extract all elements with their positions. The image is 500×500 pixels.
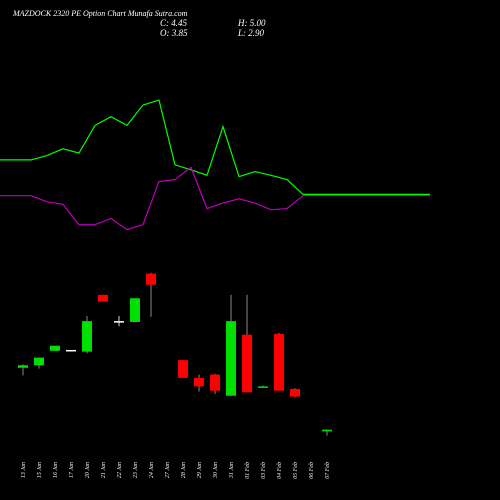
candle [130,298,140,322]
candle [258,385,268,389]
x-tick-label: 20 Jan [85,462,91,478]
candle-body [146,273,156,285]
open-label: O: [160,28,172,38]
candle [114,316,124,327]
candle [178,360,188,378]
x-tick-label: 04 Feb [276,462,283,479]
candle-body [258,386,268,388]
candle-body [50,345,60,351]
close-label: C: [160,18,172,28]
x-tick-label: 24 Jan [148,462,155,478]
open-value: 3.85 [171,28,188,38]
high-readout: H: 5.00 [238,18,266,28]
candle-body [226,321,236,396]
candle [194,374,204,392]
candle-body [290,388,300,397]
x-axis-labels: 13 Jan 15 Jan 16 Jan 17 Jan 20 Jan 21 Jan 22 J… [21,462,331,479]
x-tick-label: 27 Jan [165,462,171,478]
x-tick-label: 01 Feb [245,462,251,479]
x-tick-label: 22 Jan [117,462,123,478]
high-value: 5.00 [249,18,266,28]
x-tick-label: 30 Jan [213,462,219,479]
candle [34,357,44,369]
x-tick-label: 15 Jan [37,462,43,478]
candle-body [130,298,140,322]
candle [146,272,156,317]
candle-body [34,357,44,366]
x-tick-label: 17 Jan [69,462,75,478]
candle [226,294,236,396]
series-line-1 [0,99,430,195]
low-label: L: [238,28,249,38]
low-readout: L: 2.90 [238,28,264,38]
candle [66,349,76,352]
candle-body [210,374,220,391]
candle-body [322,429,332,432]
candle [242,294,252,393]
x-tick-label: 07 Feb [325,462,331,479]
x-tick-label: 03 Feb [261,462,267,479]
candle [82,316,92,354]
candle-body [98,294,108,302]
candle [290,388,300,398]
x-tick-label: 29 Jan [197,462,203,478]
x-tick-label: 13 Jan [21,462,27,478]
candle-body [274,333,284,391]
candle-body [66,349,76,352]
low-value: 2.90 [248,28,265,38]
x-tick-label: 28 Jan [181,462,187,478]
close-readout: C: 4.45 [160,18,187,28]
close-value: 4.45 [171,18,187,28]
candle-body [242,334,252,393]
candle-body [82,321,92,352]
candle-body [18,365,28,368]
candle-body [178,360,188,378]
x-tick-label: 05 Feb [293,462,299,479]
candle [322,429,332,436]
candle [210,373,220,395]
x-tick-label: 23 Jan [133,462,139,478]
line-layer [0,99,430,231]
x-tick-label: 06 Feb [309,462,315,479]
chart-title: MAZDOCK 2320 PE Option Chart Munafa Sutr… [13,9,188,18]
high-label: H: [238,18,250,28]
candle [98,294,108,302]
series-line-2 [0,166,430,231]
x-tick-label: 16 Jan [53,462,59,478]
candle [50,345,60,351]
candle-body [194,377,204,387]
candle-layer [18,272,332,436]
x-tick-label: 21 Jan [101,462,107,478]
open-readout: O: 3.85 [160,28,188,38]
candle-body [114,321,124,323]
x-tick-label: 31 Jan [229,462,235,479]
candle [274,333,284,391]
candle [18,364,28,376]
